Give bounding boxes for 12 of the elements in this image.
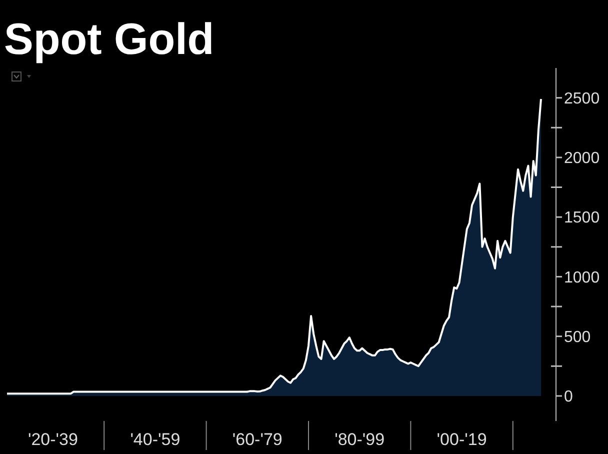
y-tick-label: 2500	[564, 90, 600, 108]
y-tick-label: 0	[564, 388, 573, 406]
y-tick-label: 2000	[564, 150, 600, 168]
x-tick-label: '00-'19	[436, 430, 487, 449]
x-tick-label: '60-'79	[232, 430, 282, 449]
chart-title: Spot Gold	[4, 15, 214, 64]
x-tick-label: '80-'99	[334, 430, 385, 449]
x-tick-label: '40-'59	[130, 430, 180, 449]
y-tick-label: 500	[564, 328, 591, 346]
y-tick-label: 1000	[564, 269, 600, 286]
y-tick-label: 1500	[564, 210, 600, 227]
x-tick-label: '20-'39	[28, 430, 78, 449]
